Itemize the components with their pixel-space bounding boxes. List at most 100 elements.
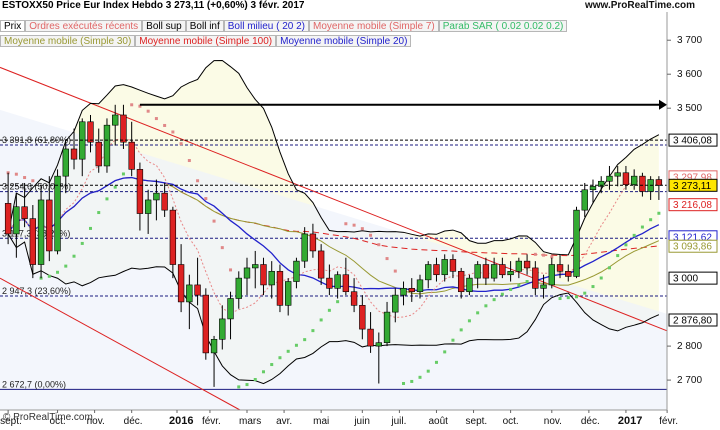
candle-body bbox=[499, 264, 506, 276]
price-tag-box bbox=[668, 133, 718, 147]
price-tag-box bbox=[668, 239, 718, 253]
candle-body bbox=[285, 281, 292, 306]
parabolic-sar-dot bbox=[352, 223, 356, 227]
candle-body bbox=[317, 250, 325, 279]
y-tick-label: 3 500 bbox=[677, 103, 702, 114]
price-tag-box bbox=[668, 178, 718, 192]
parabolic-sar-dot bbox=[369, 233, 373, 237]
parabolic-sar-dot bbox=[575, 295, 579, 299]
x-tick-label: nov. bbox=[544, 416, 562, 427]
parabolic-sar-dot bbox=[344, 222, 348, 226]
candle-body bbox=[532, 267, 539, 289]
parabolic-sar-dot bbox=[550, 255, 554, 259]
price-tag-box bbox=[668, 198, 718, 212]
parabolic-sar-dot bbox=[509, 287, 513, 291]
bollinger-upper bbox=[7, 60, 660, 256]
indicator-tab[interactable]: Moyenne mobile (Simple 7) bbox=[309, 20, 439, 32]
candle-body bbox=[235, 277, 242, 299]
candle-body bbox=[350, 291, 358, 306]
indicator-legend-row-1: Prix Ordres exécutés récents Boll sup Boll … bbox=[0, 20, 568, 33]
parabolic-sar-dot bbox=[657, 211, 661, 215]
parabolic-sar-dot bbox=[624, 243, 628, 247]
candle-body bbox=[227, 298, 234, 320]
parabolic-sar-dot bbox=[616, 254, 620, 258]
parabolic-sar-dot bbox=[88, 226, 92, 230]
parabolic-sar-dot bbox=[443, 350, 447, 354]
x-tick-label: déc. bbox=[124, 416, 143, 427]
parabolic-sar-dot bbox=[591, 285, 595, 289]
parabolic-sar-dot bbox=[558, 297, 562, 301]
instrument-title: ESTOXX50 Price Eur Index Hebdo 3 273,11 … bbox=[2, 0, 305, 11]
parabolic-sar-dot bbox=[121, 172, 125, 176]
indicator-tab[interactable]: Moyenne mobile (Simple 30) bbox=[0, 35, 136, 47]
candle-body bbox=[359, 305, 366, 330]
indicator-tab[interactable]: Moyenne mobile (Simple 20) bbox=[276, 35, 412, 47]
candle-body bbox=[309, 233, 317, 252]
parabolic-sar-dot bbox=[97, 211, 101, 215]
y-tick-label: 3 600 bbox=[677, 69, 702, 80]
parabolic-sar-dot bbox=[542, 253, 546, 257]
parabolic-sar-dot bbox=[632, 233, 636, 237]
parabolic-sar-dot bbox=[278, 356, 282, 360]
indicator-tab[interactable]: Prix bbox=[0, 20, 26, 32]
indicator-tab[interactable]: Boll milieu ( 20 2) bbox=[223, 20, 310, 32]
price-tag-label: 3 406,08 bbox=[673, 136, 712, 147]
candle-body bbox=[194, 284, 201, 296]
parabolic-sar-dot bbox=[204, 197, 208, 201]
parabolic-sar-dot bbox=[410, 379, 414, 383]
parabolic-sar-dot bbox=[253, 378, 257, 382]
price-tag-label: 3 121,62 bbox=[673, 232, 712, 243]
candle-body bbox=[62, 148, 69, 177]
price-tag-label: 3 216,08 bbox=[673, 200, 712, 211]
parabolic-sar-dot bbox=[113, 185, 117, 189]
candle-body bbox=[392, 294, 399, 313]
indicator-tab[interactable]: Moyenne mobile (Simple 100) bbox=[135, 35, 277, 47]
parabolic-sar-dot bbox=[311, 329, 315, 333]
candle-body bbox=[202, 294, 210, 354]
fibonacci-label: 3 254,6 (50,00%) bbox=[2, 182, 71, 192]
price-tag-box bbox=[668, 271, 718, 285]
indicator-tab[interactable]: Boll inf bbox=[185, 20, 224, 32]
candle-body bbox=[169, 209, 177, 265]
candle-body bbox=[573, 209, 580, 277]
candle-body bbox=[425, 264, 432, 281]
parabolic-sar-dot bbox=[23, 176, 27, 180]
trendline-upper bbox=[0, 66, 668, 332]
price-tag-label: 3 093,86 bbox=[673, 242, 712, 253]
indicator-tab[interactable]: Ordres exécutés récents bbox=[25, 20, 143, 32]
indicator-tab[interactable]: Boll sup bbox=[142, 20, 186, 32]
price-tag-label: 3 273,11 bbox=[673, 181, 712, 192]
parabolic-sar-dot bbox=[319, 318, 323, 322]
candle-body bbox=[112, 114, 119, 126]
candle-body bbox=[433, 264, 440, 276]
parabolic-sar-dot bbox=[492, 298, 496, 302]
candle-body bbox=[186, 284, 193, 303]
trendline-lower bbox=[0, 277, 241, 411]
candle-body bbox=[490, 264, 498, 279]
candle-body bbox=[87, 121, 94, 143]
candle-body bbox=[383, 311, 391, 344]
candle-body bbox=[367, 328, 374, 347]
parabolic-sar-dot bbox=[566, 296, 570, 300]
candle-body bbox=[268, 271, 275, 286]
candle-body bbox=[103, 124, 111, 167]
parabolic-sar-dot bbox=[179, 142, 183, 146]
x-tick-label: févr. bbox=[659, 416, 678, 427]
candle-body bbox=[606, 175, 613, 182]
parabolic-sar-dot bbox=[649, 218, 653, 222]
bollinger-lower bbox=[7, 233, 660, 385]
x-tick-label: 2016 bbox=[169, 415, 193, 427]
parabolic-sar-dot bbox=[607, 266, 611, 270]
parabolic-sar-dot bbox=[187, 159, 191, 163]
candle-body bbox=[408, 288, 415, 293]
y-tick-label: 3 700 bbox=[677, 35, 702, 46]
candle-body bbox=[144, 199, 152, 214]
parabolic-sar-dot bbox=[31, 179, 35, 183]
watermark: © ProRealTime.com bbox=[3, 412, 93, 423]
candle-body bbox=[128, 141, 135, 170]
parabolic-sar-dot bbox=[500, 292, 504, 296]
candle-body bbox=[449, 259, 457, 272]
candle-body bbox=[293, 260, 300, 282]
indicator-tab[interactable]: Parab SAR ( 0.02 0.02 0.2) bbox=[438, 20, 568, 32]
